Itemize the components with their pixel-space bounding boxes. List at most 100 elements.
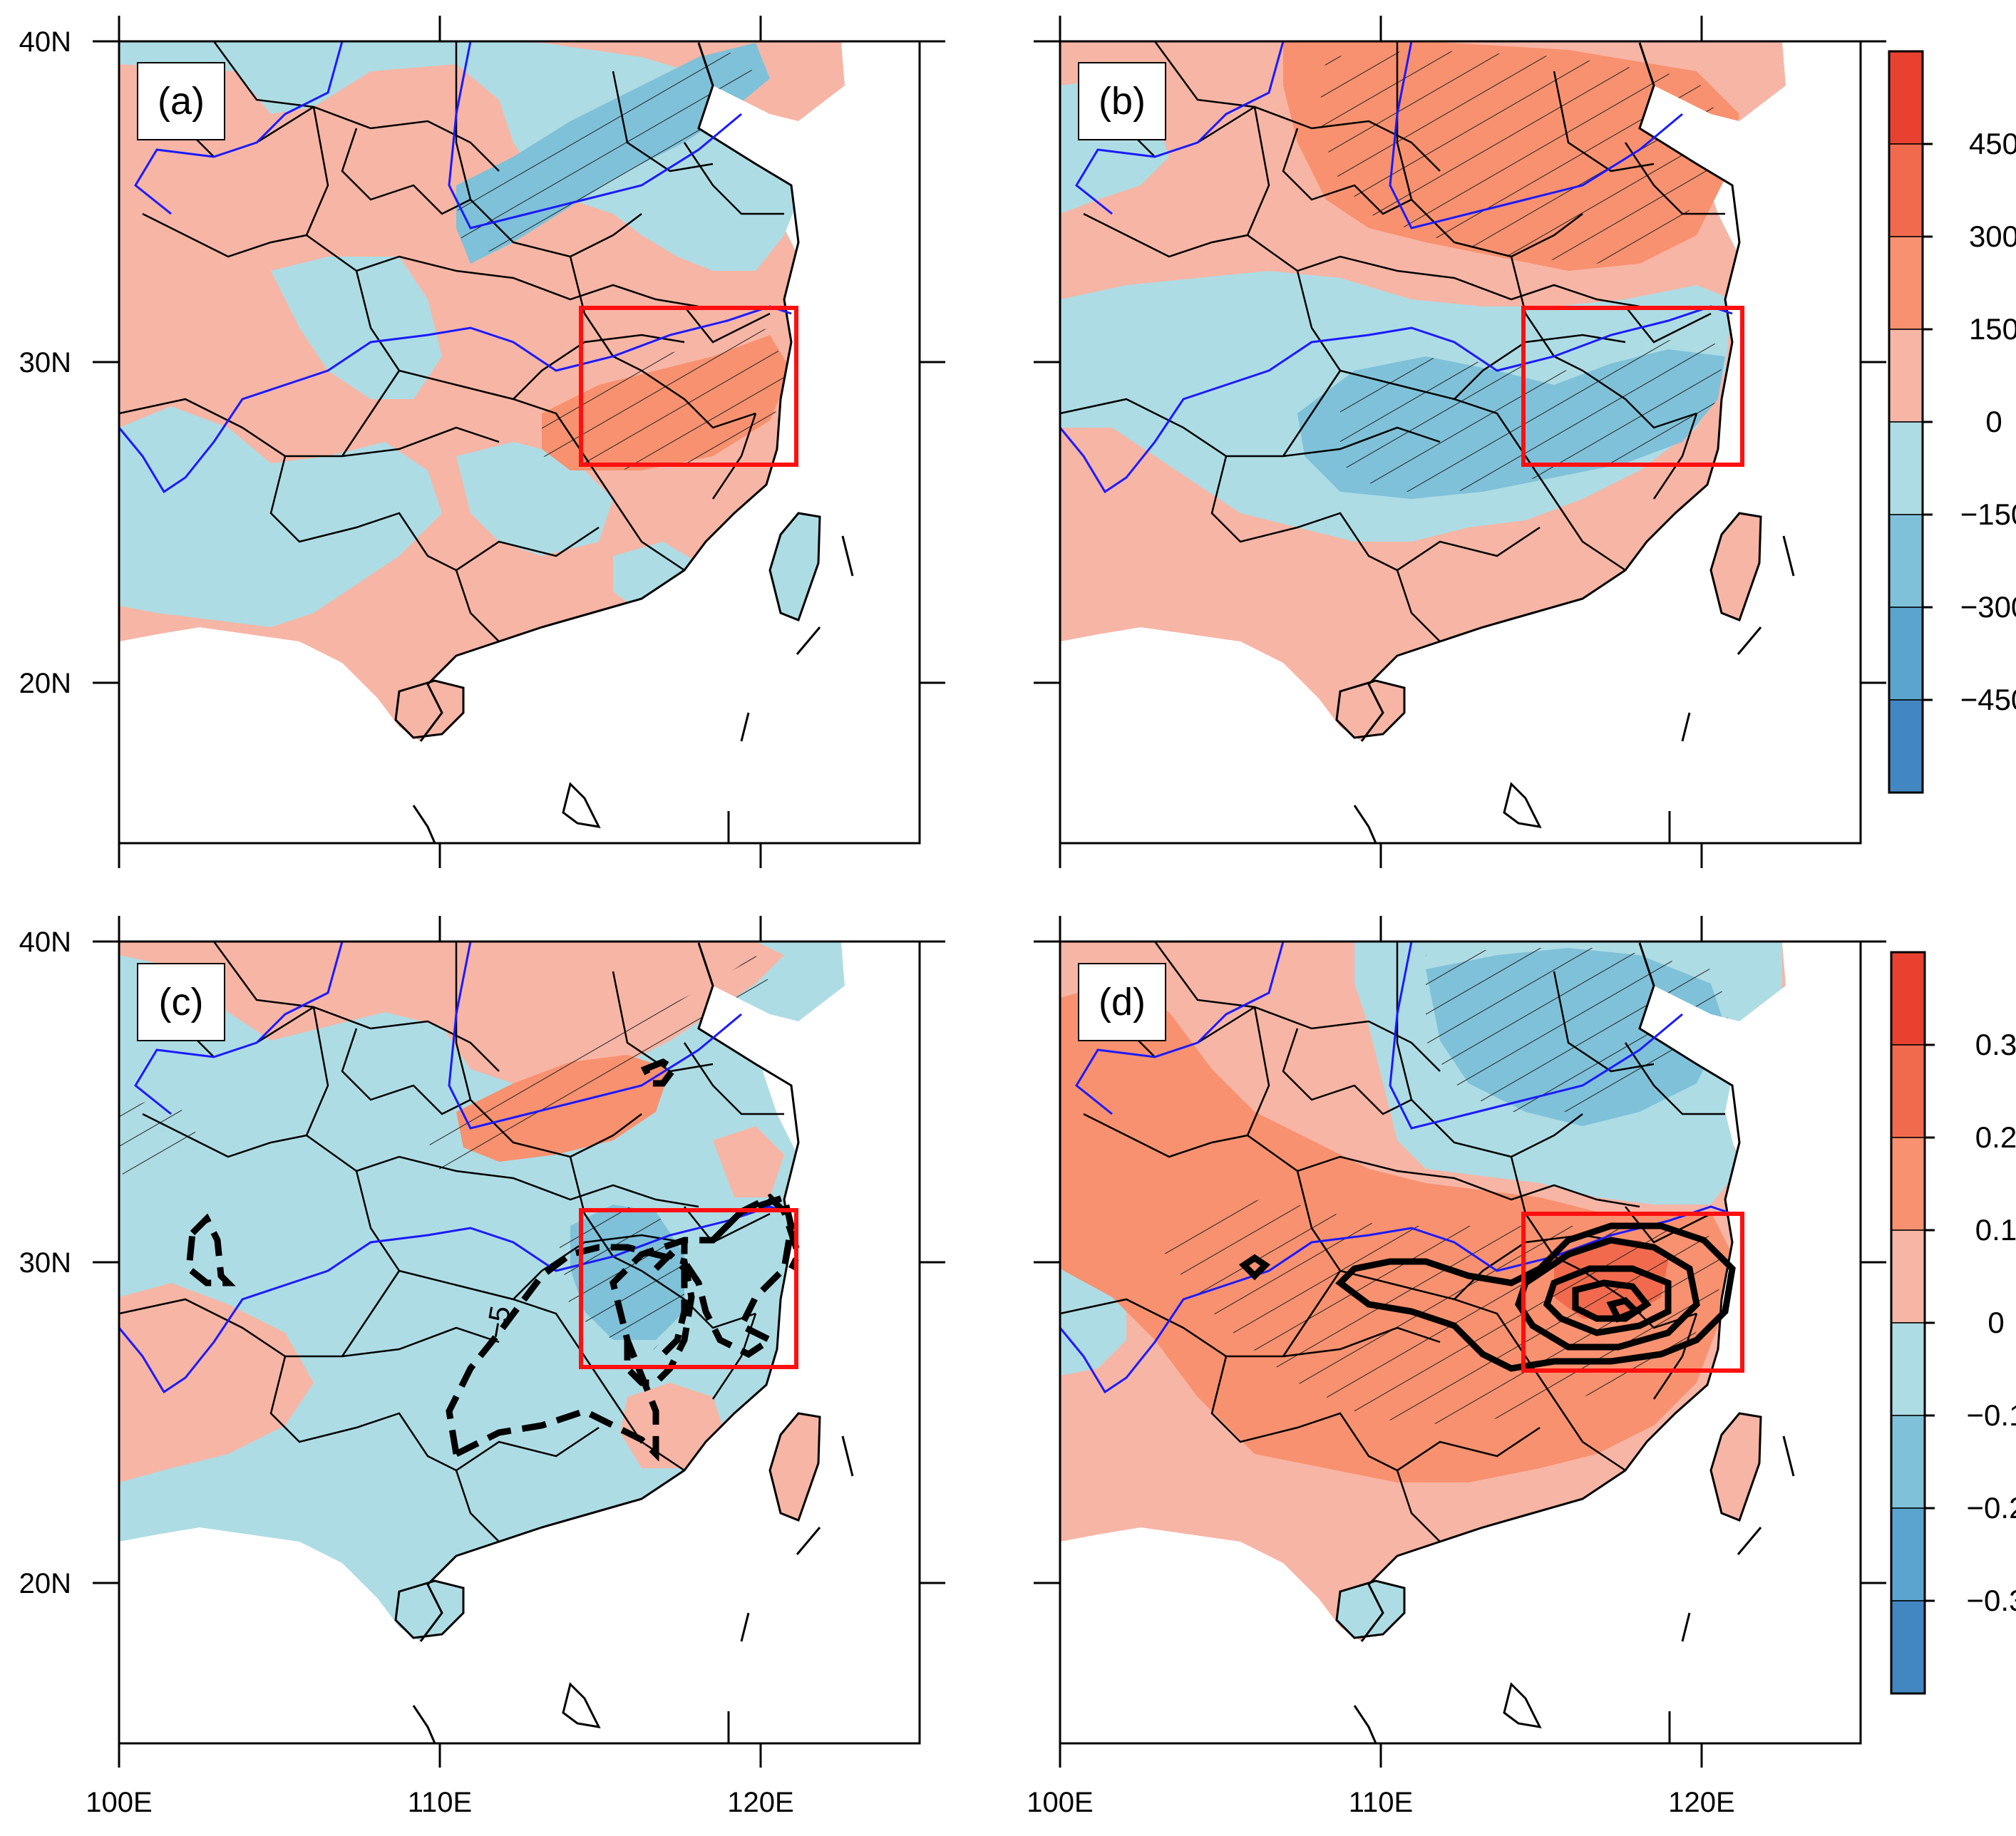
panel-a-rivers bbox=[119, 41, 792, 494]
panel-a-label-box bbox=[137, 62, 225, 140]
cb-bottom-label: 0.1 bbox=[1975, 1213, 2016, 1247]
panel-c-frame bbox=[118, 940, 921, 1745]
ytick-c-30n: 30N bbox=[19, 1247, 71, 1279]
panel-b bbox=[1060, 41, 1861, 843]
cb-bottom-segment bbox=[1891, 1507, 1925, 1602]
panel-c-taiwan bbox=[768, 1412, 821, 1522]
cb-top-segment bbox=[1888, 699, 1923, 793]
cb-bottom-label: −0.3 bbox=[1967, 1584, 2016, 1617]
panel-d-hainan bbox=[1335, 1579, 1406, 1639]
panel-c-contour-label: −5 bbox=[480, 1304, 517, 1341]
panel-a-sea bbox=[421, 41, 920, 843]
panel-b-hatch-north bbox=[1319, 50, 1725, 264]
cb-bottom-label: −0.1 bbox=[1967, 1398, 2016, 1432]
ytick-a-40n: 40N bbox=[19, 26, 71, 58]
panel-c-label-box bbox=[137, 963, 225, 1041]
cb-top-segment bbox=[1888, 236, 1923, 330]
panel-a-islands bbox=[412, 535, 854, 843]
panel-b-label-box bbox=[1078, 62, 1166, 140]
panel-d-red-box bbox=[1521, 1212, 1744, 1373]
ytick-c-20n: 20N bbox=[19, 1568, 71, 1599]
xtick-d-100e: 100E bbox=[1027, 1787, 1093, 1818]
panel-a-neg-3 bbox=[119, 406, 442, 627]
xtick-c-120e: 120E bbox=[727, 1787, 793, 1818]
panel-b-islands bbox=[1353, 535, 1795, 843]
panel-d-label-box bbox=[1078, 963, 1166, 1041]
panel-b-borders bbox=[1060, 41, 1725, 642]
panel-c: −5 bbox=[119, 942, 920, 1743]
panel-b-coast bbox=[1360, 42, 1741, 742]
panel-c-pos-3 bbox=[620, 1383, 727, 1468]
cb-top-segment bbox=[1888, 329, 1923, 423]
axis-ticks bbox=[93, 16, 1886, 1768]
cb-bottom-segment bbox=[1891, 951, 1925, 1046]
cb-bottom-segment bbox=[1891, 1600, 1925, 1694]
panel-a-borders bbox=[119, 41, 784, 642]
cb-top-label: 450 bbox=[1969, 127, 2016, 160]
panel-a bbox=[119, 41, 920, 843]
panel-a-frame bbox=[118, 40, 921, 845]
cb-bottom-segment bbox=[1891, 1044, 1925, 1138]
panel-c-sea bbox=[421, 942, 920, 1743]
panel-b-hatch-box bbox=[1340, 328, 1725, 492]
panel-d-borders bbox=[1060, 942, 1725, 1542]
cb-top-segment bbox=[1888, 607, 1923, 701]
panel-c-contours bbox=[185, 1058, 802, 1462]
cb-bottom-label: −0.2 bbox=[1967, 1491, 2016, 1525]
panel-c-hainan bbox=[394, 1579, 465, 1639]
colorbar-bottom: 0.3 0.2 0.1 0 −0.1 −0.2 −0.3 bbox=[1890, 951, 2016, 1695]
panel-a-hainan bbox=[394, 679, 465, 739]
panel-b-label: (b) bbox=[1099, 80, 1146, 123]
cb-bottom-label: 0.2 bbox=[1975, 1120, 2016, 1154]
panel-c-pos-2 bbox=[119, 1283, 314, 1482]
panel-d-label: (d) bbox=[1099, 981, 1146, 1023]
colorbar-top: 450 300 150 0 −150 −300 −450 bbox=[1888, 50, 2016, 794]
xtick-d-110e: 110E bbox=[1349, 1787, 1413, 1818]
cb-top-label: −300 bbox=[1960, 590, 2016, 624]
panel-c-pos-4 bbox=[713, 1126, 784, 1197]
cb-bottom-label: 0.3 bbox=[1975, 1028, 2016, 1061]
panel-b-hainan bbox=[1335, 679, 1406, 739]
cb-top-segment bbox=[1888, 51, 1923, 145]
cb-bottom-frame bbox=[1890, 951, 1926, 1695]
xtick-d-120e: 120E bbox=[1668, 1787, 1734, 1818]
panel-d-sea bbox=[1362, 942, 1861, 1743]
cb-top-segment bbox=[1888, 143, 1923, 237]
cb-top-label: −150 bbox=[1960, 497, 2016, 531]
panel-a-taiwan bbox=[768, 512, 821, 622]
panel-a-hatch-box bbox=[542, 328, 791, 470]
cb-top-segment bbox=[1888, 421, 1923, 515]
panel-d-coast bbox=[1360, 942, 1741, 1642]
panel-d-frame bbox=[1059, 940, 1862, 1745]
panel-c-label: (c) bbox=[159, 981, 204, 1023]
panel-b-rivers bbox=[1060, 41, 1733, 494]
panel-c-islands bbox=[412, 1435, 854, 1743]
xtick-c-100e: 100E bbox=[86, 1787, 152, 1818]
xtick-c-110e: 110E bbox=[408, 1787, 472, 1818]
panel-a-coast bbox=[419, 42, 800, 742]
panel-c-hatch-west bbox=[119, 1098, 200, 1183]
cb-bottom-segment bbox=[1891, 1137, 1925, 1231]
ytick-a-20n: 20N bbox=[19, 668, 71, 699]
cb-bottom-segment bbox=[1891, 1229, 1925, 1324]
panel-a-neg-2 bbox=[271, 257, 442, 399]
panel-b-sea bbox=[1362, 41, 1861, 843]
panel-c-hatch-north bbox=[428, 955, 770, 1176]
panel-b-frame bbox=[1059, 40, 1862, 845]
cb-top-frame bbox=[1888, 50, 1924, 794]
panel-d-contours bbox=[1238, 1222, 1736, 1372]
panel-d bbox=[1060, 942, 1861, 1743]
cb-top-label: 300 bbox=[1969, 220, 2016, 253]
ytick-c-40n: 40N bbox=[19, 927, 71, 958]
cb-top-label: −450 bbox=[1960, 683, 2016, 716]
cb-top-label: 0 bbox=[1985, 405, 2002, 438]
cb-top-label: 150 bbox=[1969, 312, 2016, 346]
panel-c-red-box bbox=[579, 1208, 798, 1369]
cb-top-segment bbox=[1888, 514, 1923, 608]
panel-a-hatch-north bbox=[456, 50, 756, 257]
panel-a-label: (a) bbox=[158, 80, 205, 123]
panel-a-red-box bbox=[579, 306, 798, 467]
ytick-a-30n: 30N bbox=[19, 347, 71, 378]
panel-c-rivers bbox=[119, 942, 792, 1394]
